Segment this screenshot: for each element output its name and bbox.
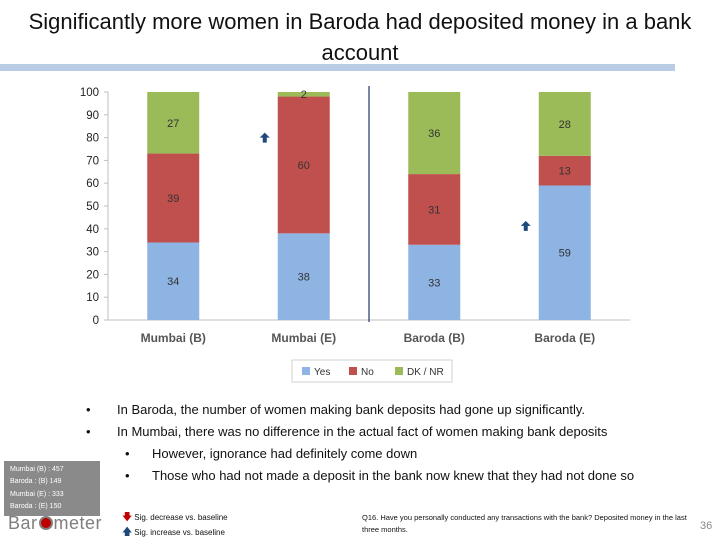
sig-increase-legend: 🡅 Sig. increase vs. baseline bbox=[122, 525, 225, 542]
sample-size-mumbai-e: Mumbai (E) : 333 bbox=[10, 491, 64, 498]
y-tick-label: 70 bbox=[86, 155, 99, 167]
x-category-label: Baroda (B) bbox=[404, 331, 465, 345]
y-tick-label: 20 bbox=[86, 269, 99, 281]
bar-segment-yes bbox=[147, 242, 200, 320]
legend-label: No bbox=[361, 367, 374, 378]
x-category-label: Mumbai (E) bbox=[271, 331, 336, 345]
y-tick-label: 0 bbox=[93, 315, 99, 327]
bar-segment-dk-nr bbox=[277, 92, 330, 97]
data-label: 36 bbox=[428, 128, 440, 140]
sample-size-baroda-b: Baroda : (B) 149 bbox=[10, 478, 62, 485]
page-number: 36 bbox=[700, 520, 713, 532]
bar-segment-dk-nr bbox=[147, 92, 200, 154]
sub-bullet-knew: Those who had not made a deposit in the … bbox=[112, 465, 692, 487]
sig-increase-arrow-icon bbox=[259, 132, 270, 143]
logo-ring-icon bbox=[38, 516, 53, 530]
bullet-baroda: In Baroda, the number of women making ba… bbox=[86, 399, 692, 421]
y-tick-label: 30 bbox=[86, 247, 99, 259]
sig-decrease-label: Sig. decrease vs. baseline bbox=[134, 513, 228, 522]
title-underline-bar bbox=[0, 64, 675, 71]
bullet-list: In Baroda, the number of women making ba… bbox=[86, 399, 692, 487]
sig-increase-arrow-icon bbox=[520, 220, 531, 231]
y-tick-label: 90 bbox=[86, 110, 99, 122]
data-label: 60 bbox=[298, 160, 310, 172]
data-label: 28 bbox=[559, 119, 571, 131]
sample-size-mumbai-b: Mumbai (B) : 457 bbox=[10, 466, 64, 473]
barometer-logo: Bar meter bbox=[8, 513, 102, 534]
chart-legend-box bbox=[291, 359, 453, 383]
bullet-mumbai: In Mumbai, there was no difference in th… bbox=[86, 421, 692, 443]
sig-increase-label: Sig. increase vs. baseline bbox=[134, 528, 225, 537]
data-label: 2 bbox=[301, 89, 307, 101]
bar-segment-dk-nr bbox=[408, 92, 461, 175]
y-tick-label: 80 bbox=[86, 133, 99, 145]
bar-segment-yes bbox=[277, 233, 330, 320]
data-label: 59 bbox=[559, 248, 571, 260]
data-label: 38 bbox=[298, 272, 310, 284]
bar-segment-no bbox=[147, 153, 200, 243]
arrow-down-icon: 🡇 bbox=[122, 512, 133, 523]
stacked-bar-chart: 0 10 20 30 40 50 60 70 80 90 100 34 39 27 Mumbai (B) 38… bbox=[80, 86, 630, 383]
slide-title: Significantly more women in Baroda had d… bbox=[28, 9, 692, 65]
arrow-up-icon: 🡅 bbox=[122, 527, 133, 538]
legend-swatch bbox=[395, 367, 403, 375]
legend-swatch bbox=[302, 367, 310, 375]
sig-decrease-legend: 🡇 Sig. decrease vs. baseline bbox=[122, 510, 228, 527]
sub-bullet-ignorance: However, ignorance had definitely come d… bbox=[112, 443, 692, 465]
logo-text-start: Bar bbox=[8, 513, 38, 533]
sample-size-box-endline: Mumbai (E) : 333 Baroda : (E) 150 bbox=[4, 486, 100, 516]
y-tick-label: 60 bbox=[86, 178, 99, 190]
y-tick-label: 50 bbox=[86, 201, 99, 213]
data-label: 39 bbox=[167, 193, 179, 205]
data-label: 13 bbox=[559, 166, 571, 178]
data-label: 34 bbox=[167, 276, 179, 288]
data-label: 31 bbox=[428, 204, 440, 216]
y-tick-label: 100 bbox=[80, 87, 99, 99]
data-label: 27 bbox=[167, 118, 179, 130]
data-label: 33 bbox=[428, 277, 440, 289]
bar-segment-no bbox=[408, 174, 461, 245]
legend-swatch bbox=[349, 367, 357, 375]
bar-segment-yes bbox=[408, 244, 461, 320]
y-tick-label: 40 bbox=[86, 224, 99, 236]
x-category-label: Mumbai (B) bbox=[141, 331, 206, 345]
bar-segment-dk-nr bbox=[538, 92, 591, 156]
legend-label: Yes bbox=[314, 367, 330, 378]
bar-segment-no bbox=[538, 155, 591, 186]
y-tick-label: 10 bbox=[86, 292, 99, 304]
logo-text-end: meter bbox=[53, 513, 103, 533]
legend-label: DK / NR bbox=[407, 367, 444, 378]
bar-segment-no bbox=[277, 96, 330, 234]
x-category-label: Baroda (E) bbox=[534, 331, 595, 345]
question-note: Q16. Have you personally conducted any t… bbox=[362, 513, 687, 534]
bar-segment-yes bbox=[538, 185, 591, 320]
sample-size-baroda-e: Baroda : (E) 150 bbox=[10, 503, 62, 510]
